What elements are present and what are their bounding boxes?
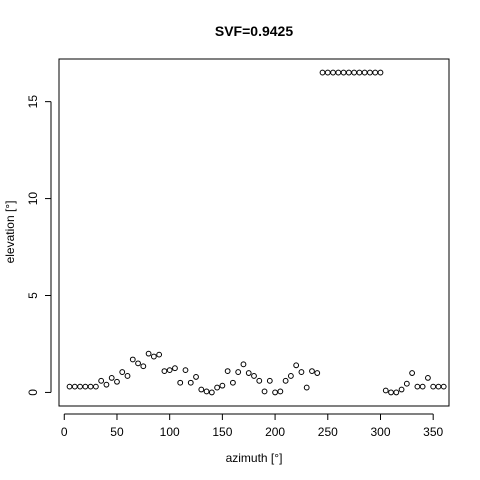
x-tick-label: 50 xyxy=(110,425,124,439)
x-tick-label: 350 xyxy=(423,425,443,439)
y-tick-label: 5 xyxy=(26,292,40,299)
y-tick-label: 15 xyxy=(26,95,40,109)
x-tick-label: 100 xyxy=(160,425,180,439)
y-axis-label: elevation [°] xyxy=(3,201,17,264)
y-tick-label: 10 xyxy=(26,192,40,206)
x-tick-label: 300 xyxy=(370,425,390,439)
x-tick-label: 200 xyxy=(265,425,285,439)
x-tick-label: 150 xyxy=(212,425,232,439)
x-axis-label: azimuth [°] xyxy=(226,451,283,465)
x-tick-label: 250 xyxy=(318,425,338,439)
y-tick-label: 0 xyxy=(26,389,40,396)
x-tick-label: 0 xyxy=(61,425,68,439)
chart-title: SVF=0.9425 xyxy=(215,23,293,39)
